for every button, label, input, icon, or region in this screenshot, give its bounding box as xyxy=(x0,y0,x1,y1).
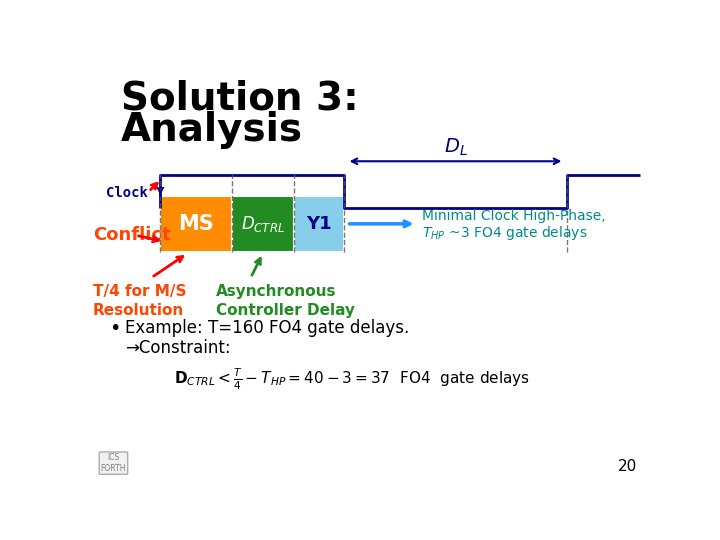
Text: Minimal Clock High-Phase,: Minimal Clock High-Phase, xyxy=(422,208,606,222)
Bar xyxy=(233,196,294,252)
Text: Y1: Y1 xyxy=(306,215,332,233)
Text: $D_L$: $D_L$ xyxy=(444,137,467,158)
Text: Clock Y: Clock Y xyxy=(106,186,164,200)
Text: Example: T=160 FO4 gate delays.: Example: T=160 FO4 gate delays. xyxy=(125,319,409,338)
Text: ICS
FORTH: ICS FORTH xyxy=(101,454,126,473)
Bar xyxy=(160,196,233,252)
Text: 20: 20 xyxy=(618,460,637,474)
Text: Analysis: Analysis xyxy=(121,111,302,148)
Text: MS: MS xyxy=(178,214,214,234)
Text: $\mathbf{D}_{CTRL} < \frac{T}{4} - T_{HP} = 40 - 3 = 37\ \ \mathrm{FO4\ \ gate\ : $\mathbf{D}_{CTRL} < \frac{T}{4} - T_{HP… xyxy=(174,366,530,392)
Text: $T_{HP}$ ~3 FO4 gate delays: $T_{HP}$ ~3 FO4 gate delays xyxy=(422,224,588,242)
Text: Solution 3:: Solution 3: xyxy=(121,79,359,117)
Text: T/4 for M/S
Resolution: T/4 for M/S Resolution xyxy=(93,285,186,318)
Text: →Constraint:: →Constraint: xyxy=(125,339,230,357)
Text: Conflict: Conflict xyxy=(93,226,171,244)
Bar xyxy=(294,196,344,252)
Text: $D_{CTRL}$: $D_{CTRL}$ xyxy=(241,214,285,234)
Text: •: • xyxy=(109,319,121,338)
Text: Asynchronous
Controller Delay: Asynchronous Controller Delay xyxy=(215,285,354,318)
